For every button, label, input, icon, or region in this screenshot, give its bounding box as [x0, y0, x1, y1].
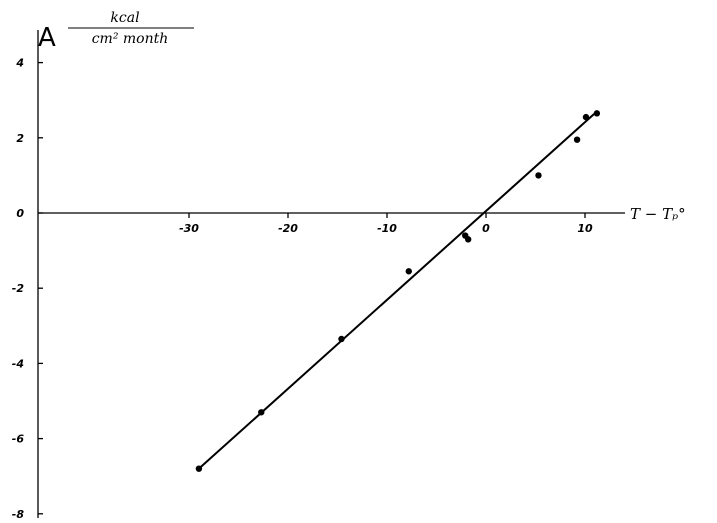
- y-tick-label: 0: [16, 207, 24, 220]
- data-point: [535, 172, 542, 179]
- data-point: [258, 409, 265, 416]
- y-tick-label: 4: [15, 57, 24, 70]
- data-point: [195, 465, 203, 472]
- y-axis-unit-denominator: cm² month: [92, 31, 169, 47]
- data-point: [582, 113, 590, 121]
- x-tick-label: -20: [278, 222, 298, 235]
- y-tick-label: -8: [12, 508, 25, 521]
- y-tick-label: 2: [16, 132, 24, 145]
- x-tick-label: 10: [577, 222, 593, 235]
- fit-line-group: [198, 110, 598, 470]
- x-tick-label: -10: [377, 222, 397, 235]
- data-point: [338, 335, 345, 343]
- y-tick-label: -6: [12, 433, 25, 446]
- x-tick-label: 0: [482, 222, 490, 235]
- data-point: [464, 236, 472, 243]
- regression-line: [198, 110, 598, 470]
- y-axis-unit-numerator: kcal: [110, 10, 139, 26]
- y-axis-label: A kcal cm² month: [38, 10, 194, 53]
- y-axis-symbol: A: [38, 23, 56, 53]
- data-point: [593, 110, 601, 117]
- x-axis-label: T − Tₚ°: [630, 205, 686, 223]
- y-tick-label: -4: [12, 357, 24, 370]
- data-point: [573, 136, 581, 143]
- y-tick-label: -2: [12, 282, 25, 295]
- axes: 4 2 0 -2 -4 -6 -8 -30 -20 -10 0 10: [12, 30, 625, 521]
- data-point: [405, 268, 412, 275]
- x-tick-label: -30: [179, 222, 199, 235]
- data-points: [195, 110, 601, 472]
